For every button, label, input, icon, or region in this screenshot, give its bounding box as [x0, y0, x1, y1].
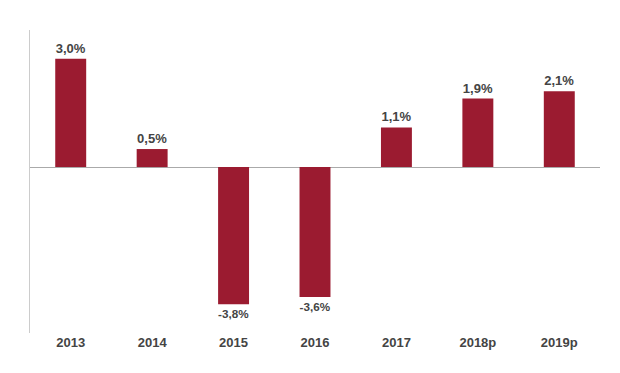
svg-text:-3,8%: -3,8%	[218, 307, 249, 320]
svg-text:2016: 2016	[301, 335, 330, 350]
svg-text:2014: 2014	[138, 335, 168, 350]
svg-text:2017: 2017	[382, 335, 411, 350]
svg-text:0,5%: 0,5%	[137, 131, 167, 146]
svg-text:1,1%: 1,1%	[381, 109, 411, 124]
svg-text:3,0%: 3,0%	[56, 41, 86, 56]
svg-text:2013: 2013	[56, 335, 85, 350]
svg-text:2,1%: 2,1%	[544, 73, 574, 88]
svg-text:2018p: 2018p	[459, 335, 496, 350]
svg-text:1,9%: 1,9%	[463, 81, 493, 96]
svg-text:2015: 2015	[219, 335, 248, 350]
svg-text:-3,6%: -3,6%	[300, 300, 331, 313]
svg-text:2019p: 2019p	[541, 335, 578, 350]
